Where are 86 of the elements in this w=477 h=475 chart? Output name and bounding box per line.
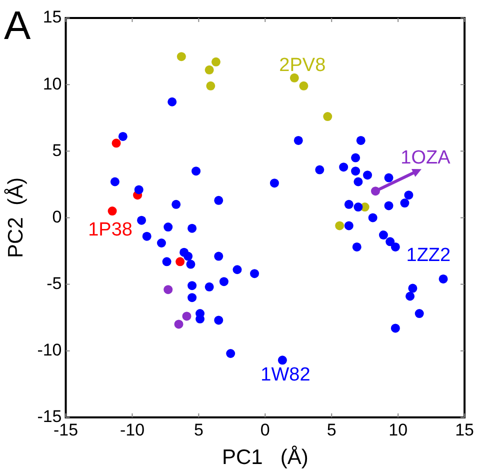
point	[214, 252, 224, 261]
point	[352, 242, 362, 252]
point	[390, 242, 400, 252]
point	[351, 153, 360, 162]
point	[315, 165, 324, 174]
y-tick-label: 10	[42, 74, 62, 94]
point	[299, 81, 308, 90]
point	[110, 177, 120, 186]
point	[408, 284, 418, 293]
point	[351, 166, 360, 176]
point	[108, 206, 117, 216]
point	[438, 274, 448, 284]
y-tick-label: 0	[52, 207, 62, 226]
point	[384, 201, 394, 210]
point	[118, 132, 128, 141]
point	[278, 356, 287, 365]
point	[186, 260, 196, 269]
point	[137, 216, 146, 225]
point	[354, 177, 363, 186]
point	[226, 348, 236, 358]
point	[184, 252, 193, 261]
annotation: 1OZA	[400, 147, 451, 168]
point	[142, 232, 152, 241]
point	[400, 198, 410, 208]
point	[363, 170, 372, 180]
x-tick-label: 5	[326, 420, 336, 440]
point	[174, 320, 184, 329]
annotation: 1W82	[260, 364, 310, 386]
annotation: 1P38	[88, 219, 132, 240]
point	[164, 222, 173, 232]
y-tick-label: 15	[42, 8, 62, 27]
point	[206, 81, 216, 90]
point	[356, 136, 366, 145]
point	[204, 65, 214, 74]
point	[404, 190, 414, 200]
point	[214, 316, 224, 325]
point	[211, 57, 220, 66]
point	[134, 185, 144, 194]
point	[182, 312, 192, 321]
y-tick-label: -10	[37, 340, 62, 360]
point	[294, 136, 303, 145]
x-tick-label: 15	[455, 420, 474, 440]
point	[344, 200, 354, 209]
point	[188, 224, 197, 233]
point	[219, 277, 228, 286]
annotation: 1ZZ2	[406, 245, 451, 266]
point	[204, 282, 214, 292]
point	[162, 257, 172, 266]
point	[270, 178, 279, 188]
point	[156, 238, 166, 248]
point	[112, 138, 121, 148]
point	[406, 292, 415, 301]
point	[390, 324, 400, 333]
point	[168, 97, 177, 106]
x-tick-label: 5	[194, 420, 204, 440]
point	[323, 112, 332, 122]
point	[354, 202, 363, 212]
point	[188, 281, 197, 290]
point	[290, 73, 299, 82]
point	[172, 200, 181, 209]
point	[386, 237, 395, 246]
annotation: 2PV8	[279, 55, 326, 76]
y-tick-label: 5	[52, 140, 62, 160]
point	[192, 166, 201, 176]
y-tick-label: -5	[46, 274, 62, 293]
point	[384, 173, 394, 182]
x-tick-label: 0	[260, 420, 270, 440]
point	[414, 309, 424, 318]
point	[368, 213, 378, 222]
x-tick-label: 10	[388, 420, 408, 440]
point	[176, 52, 186, 62]
point	[335, 221, 344, 230]
point	[176, 257, 185, 266]
point	[214, 196, 224, 205]
point	[164, 285, 173, 294]
point	[378, 230, 388, 240]
point	[339, 162, 348, 172]
y-axis-title: PC2 (Å)	[3, 177, 28, 258]
point	[232, 265, 242, 274]
x-tick-label: -10	[120, 420, 145, 440]
y-tick-label: -15	[37, 407, 62, 426]
point	[188, 293, 197, 302]
text: A	[4, 4, 31, 48]
point	[344, 221, 354, 230]
x-axis-title: PC1 (Å)	[222, 445, 308, 470]
point	[250, 269, 260, 278]
